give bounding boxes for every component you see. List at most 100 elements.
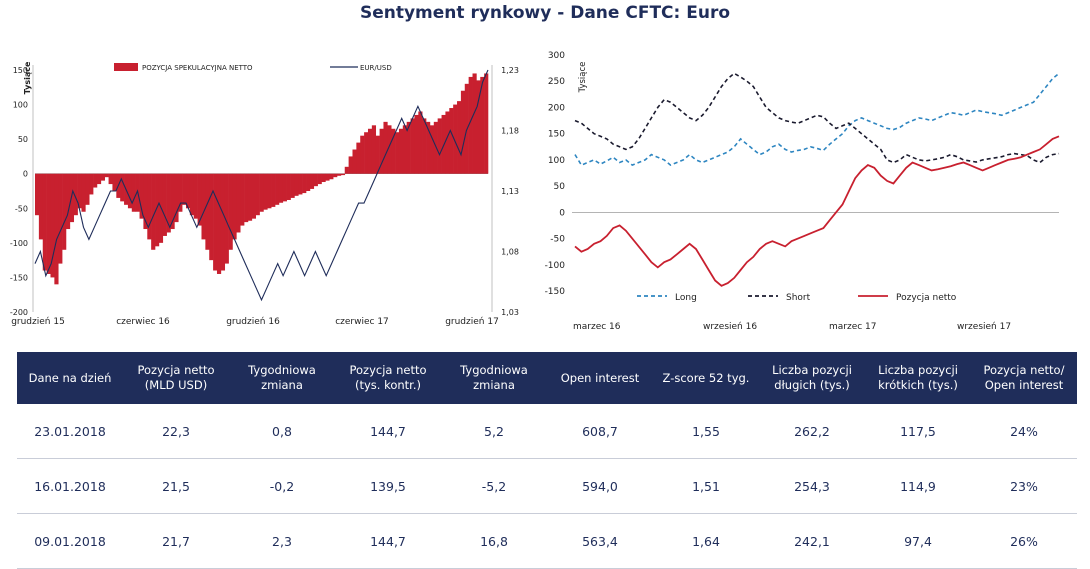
bar-net-position xyxy=(147,173,152,240)
table-cell: -0,2 xyxy=(229,458,335,514)
bar-net-position xyxy=(35,173,40,216)
y-tick-label: 100 xyxy=(548,156,565,166)
x-tick-label: wrzesień 16 xyxy=(703,322,757,332)
bar-net-position xyxy=(321,173,326,183)
bar-net-position xyxy=(278,173,284,203)
table-cell: 1,51 xyxy=(653,458,759,514)
bar-net-position xyxy=(139,173,144,219)
bar-net-position xyxy=(42,173,47,271)
x-tick-label: grudzień 15 xyxy=(11,317,65,327)
y-tick-label: -50 xyxy=(550,235,565,245)
y-axis-title: Tysiące xyxy=(578,62,588,94)
y2-tick-label: 1,23 xyxy=(501,66,519,75)
y-tick-label: 50 xyxy=(18,135,28,144)
bar-net-position xyxy=(375,135,380,174)
bar-net-position xyxy=(371,125,377,174)
y-tick-label: 50 xyxy=(554,182,566,192)
bar-net-position xyxy=(38,173,44,240)
table-cell: 139,5 xyxy=(335,458,441,514)
bar-net-position xyxy=(286,173,291,200)
bar-net-position xyxy=(89,173,94,195)
legend-label: Pozycja netto xyxy=(896,293,957,303)
table-cell: 254,3 xyxy=(759,458,865,514)
table-cell: 0,8 xyxy=(229,404,335,459)
bar-net-position xyxy=(263,173,268,210)
bar-net-position xyxy=(449,108,454,174)
table-cell: 23% xyxy=(971,458,1077,514)
bar-net-position xyxy=(457,101,462,174)
table-cell: 26% xyxy=(971,513,1077,569)
net-position-eurusd-chart: 150 100 50 0 -50 -100 -150 -200 1,23 1,18 1,13 1,08… xyxy=(10,61,519,327)
bar-net-position xyxy=(329,173,334,180)
bar-net-position xyxy=(236,173,241,233)
bar-net-position xyxy=(232,173,237,240)
table-cell: -5,2 xyxy=(441,458,547,514)
table-cell: 242,1 xyxy=(759,513,865,569)
y-tick-label: -50 xyxy=(15,204,28,213)
bar-net-position xyxy=(387,125,392,174)
y-tick-label: -200 xyxy=(10,308,28,317)
legend-swatch-bars xyxy=(114,63,138,71)
bar-net-position xyxy=(209,173,214,261)
bar-net-position xyxy=(445,111,450,174)
table-cell: 16,8 xyxy=(441,513,547,569)
bar-net-position xyxy=(294,173,299,196)
y-tick-label: 200 xyxy=(548,103,565,113)
table-cell: 22,3 xyxy=(123,404,229,459)
bar-net-position xyxy=(193,173,198,219)
y-axis-title: Tysiące xyxy=(23,61,32,94)
bar-net-position xyxy=(333,173,338,178)
bar-net-position xyxy=(50,173,55,278)
bar-net-position xyxy=(317,173,322,185)
bar-net-position xyxy=(460,90,466,174)
header-date: Dane na dzień xyxy=(17,352,123,404)
y-tick-label: -100 xyxy=(545,261,565,271)
cftc-data-table: Dane na dzień Pozycja netto (MLD USD) Ty… xyxy=(17,352,1077,569)
bar-net-position xyxy=(96,173,102,185)
bar-net-position xyxy=(453,104,458,174)
bar-net-position xyxy=(275,173,280,205)
bar-net-position xyxy=(251,173,256,219)
bar-net-position xyxy=(62,173,67,250)
bar-net-position xyxy=(282,173,287,202)
bar-net-position xyxy=(182,173,187,205)
bar-net-position xyxy=(468,76,473,174)
bar-net-position xyxy=(352,149,357,174)
line-eurusd xyxy=(34,69,489,302)
y2-tick-label: 1,08 xyxy=(501,248,519,257)
bar-net-position xyxy=(259,173,264,212)
bar-net-position xyxy=(402,125,407,174)
bar-net-position xyxy=(166,173,171,233)
bar-net-position xyxy=(414,114,419,174)
table-row: 09.01.2018 21,7 2,3 144,7 16,8 563,4 1,6… xyxy=(17,513,1077,569)
bar-net-position xyxy=(247,173,253,221)
bar-net-position xyxy=(46,173,51,274)
y-tick-label: 0 xyxy=(559,208,565,218)
bar-net-position xyxy=(54,173,59,285)
x-tick-label: wrzesień 17 xyxy=(957,322,1011,332)
header-weekly-change-contracts: Tygodniowa zmiana xyxy=(441,352,547,404)
x-tick-label: czerwiec 17 xyxy=(335,317,389,327)
bar-net-position xyxy=(213,173,218,271)
bar-net-position xyxy=(391,128,396,174)
y-tick-label: -100 xyxy=(10,239,28,248)
bar-net-position xyxy=(100,173,105,181)
table-cell: 97,4 xyxy=(865,513,971,569)
y2-tick-label: 1,03 xyxy=(501,308,519,317)
x-tick-label: grudzień 17 xyxy=(445,317,499,327)
table-cell: 117,5 xyxy=(865,404,971,459)
bar-net-position xyxy=(244,173,249,223)
header-long-positions: Liczba pozycji długich (tys.) xyxy=(759,352,865,404)
bar-net-position xyxy=(340,173,346,176)
bar-net-position xyxy=(418,111,423,174)
bar-net-position xyxy=(240,173,245,226)
bar-net-position xyxy=(422,118,427,174)
y2-tick-label: 1,18 xyxy=(501,127,519,136)
bar-net-position xyxy=(325,173,330,181)
bar-net-position xyxy=(112,173,117,191)
bar-net-position xyxy=(476,80,481,174)
table-cell: 563,4 xyxy=(547,513,653,569)
table-cell: 114,9 xyxy=(865,458,971,514)
table-cell: 21,5 xyxy=(123,458,229,514)
bar-net-position xyxy=(290,173,295,198)
